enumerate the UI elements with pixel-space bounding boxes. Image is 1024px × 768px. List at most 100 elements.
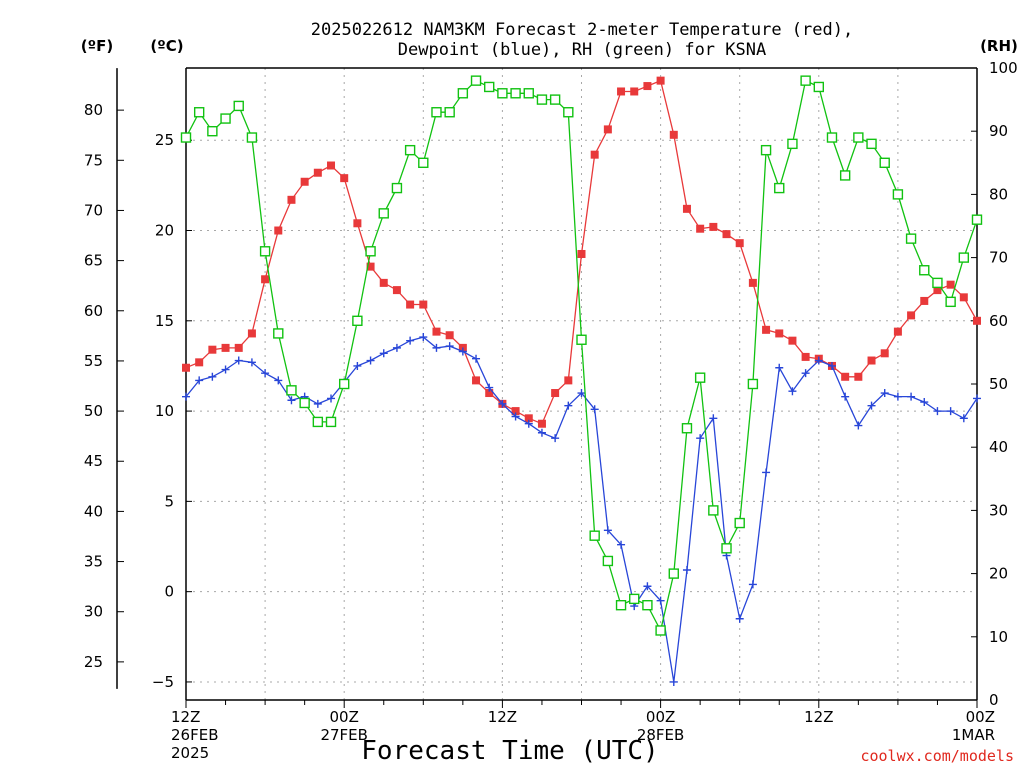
x-tick-label: 26FEB xyxy=(171,726,218,744)
dewpoint-point xyxy=(524,419,533,428)
rh-point xyxy=(299,397,310,409)
rh-tick-label: 70 xyxy=(989,249,1008,267)
fahrenheit-tick-label: 65 xyxy=(84,252,103,270)
fahrenheit-tick-label: 45 xyxy=(84,452,103,470)
dewpoint-point xyxy=(603,526,612,535)
temperature-point xyxy=(630,87,639,96)
rh-point xyxy=(339,378,350,390)
celsius-tick-label: 5 xyxy=(164,492,174,510)
source-credit: coolwx.com/models xyxy=(860,747,1014,765)
temperature-point xyxy=(353,219,362,228)
dewpoint-point xyxy=(458,347,467,356)
temperature-point xyxy=(867,356,876,365)
rh-tick-label: 50 xyxy=(989,375,1008,393)
temperature-point xyxy=(959,293,968,302)
rh-point xyxy=(352,315,363,326)
dewpoint-point xyxy=(801,369,810,378)
temperature-point xyxy=(946,280,955,289)
fahrenheit-tick-label: 30 xyxy=(84,603,103,621)
rh-point xyxy=(668,568,679,579)
dewpoint-point xyxy=(827,361,836,370)
dewpoint-point xyxy=(841,392,850,401)
temperature-point xyxy=(907,311,916,320)
rh-point xyxy=(787,138,798,150)
dewpoint-point xyxy=(366,356,375,365)
dewpoint-point xyxy=(973,394,981,403)
temperature-point xyxy=(221,343,230,352)
fahrenheit-tick-label: 80 xyxy=(84,101,103,119)
rh-point xyxy=(563,107,574,118)
fahrenheit-tick-label: 40 xyxy=(84,502,103,520)
rh-point xyxy=(589,530,600,541)
dewpoint-point xyxy=(498,399,507,408)
temperature-point xyxy=(617,87,626,96)
x-tick-label: 12Z xyxy=(804,708,833,726)
temperature-point xyxy=(722,230,731,239)
temperature-point xyxy=(933,286,942,295)
dewpoint-point xyxy=(221,365,230,374)
temperature-point xyxy=(182,363,190,372)
x-tick-label: 00Z xyxy=(966,708,995,726)
dewpoint-point xyxy=(472,354,481,363)
temperature-point xyxy=(472,376,481,385)
rh-point xyxy=(932,277,943,289)
rh-point xyxy=(615,600,627,611)
dewpoint-point xyxy=(406,336,415,345)
temperature-point xyxy=(748,278,757,287)
temperature-point xyxy=(432,327,441,336)
dewpoint-point xyxy=(590,405,599,414)
dewpoint-point xyxy=(643,582,652,591)
rh-point xyxy=(207,125,218,137)
dewpoint-point xyxy=(920,398,929,407)
temperature-point xyxy=(274,226,283,235)
fahrenheit-tick-label: 25 xyxy=(84,653,103,671)
rh-point xyxy=(404,144,416,156)
dewpoint-point xyxy=(748,580,757,589)
temperature-point xyxy=(920,296,929,305)
temperature-point xyxy=(392,286,401,295)
dewpoint-point xyxy=(327,394,336,403)
temperature-point xyxy=(287,195,296,204)
dewpoint-point xyxy=(247,358,256,367)
temperature-point xyxy=(366,262,375,271)
dewpoint-point xyxy=(379,349,388,358)
temperature-point xyxy=(603,125,612,134)
rh-point xyxy=(484,81,495,93)
temperature-point xyxy=(801,352,810,361)
dewpoint-point xyxy=(656,596,665,605)
dewpoint-point xyxy=(392,343,401,352)
temperature-point xyxy=(234,343,243,352)
rh-point xyxy=(642,600,653,611)
dewpoint-point xyxy=(313,399,322,408)
rh-point xyxy=(813,81,824,93)
temperature-point xyxy=(880,349,889,358)
dewpoint-point xyxy=(959,414,968,423)
temperature-point xyxy=(564,376,573,385)
dewpoint-point xyxy=(234,356,243,365)
dewpoint-point xyxy=(432,343,441,352)
celsius-tick-label: −5 xyxy=(152,673,174,691)
x-tick-label: 12Z xyxy=(488,708,517,726)
temperature-point xyxy=(735,239,744,248)
dewpoint-point xyxy=(788,387,797,396)
rh-tick-label: 100 xyxy=(989,59,1018,77)
rh-point xyxy=(457,88,469,99)
dewpoint-point xyxy=(814,356,823,365)
dewpoint-point xyxy=(682,565,691,574)
rh-point xyxy=(681,423,693,434)
temperature-point xyxy=(893,327,902,336)
rh-tick-label: 90 xyxy=(989,122,1008,140)
temperature-point xyxy=(313,168,322,177)
rh-point xyxy=(721,543,732,554)
temperature-point xyxy=(551,389,560,398)
dewpoint-point xyxy=(485,383,494,392)
dewpoint-point xyxy=(933,407,942,416)
dewpoint-point xyxy=(445,342,454,351)
rh-unit-label: (RH) xyxy=(980,37,1018,55)
rh-tick-label: 60 xyxy=(989,312,1008,330)
celsius-tick-label: 0 xyxy=(164,583,174,601)
rh-point xyxy=(760,144,772,156)
temperature-point xyxy=(445,331,454,340)
rh-point xyxy=(708,505,719,516)
